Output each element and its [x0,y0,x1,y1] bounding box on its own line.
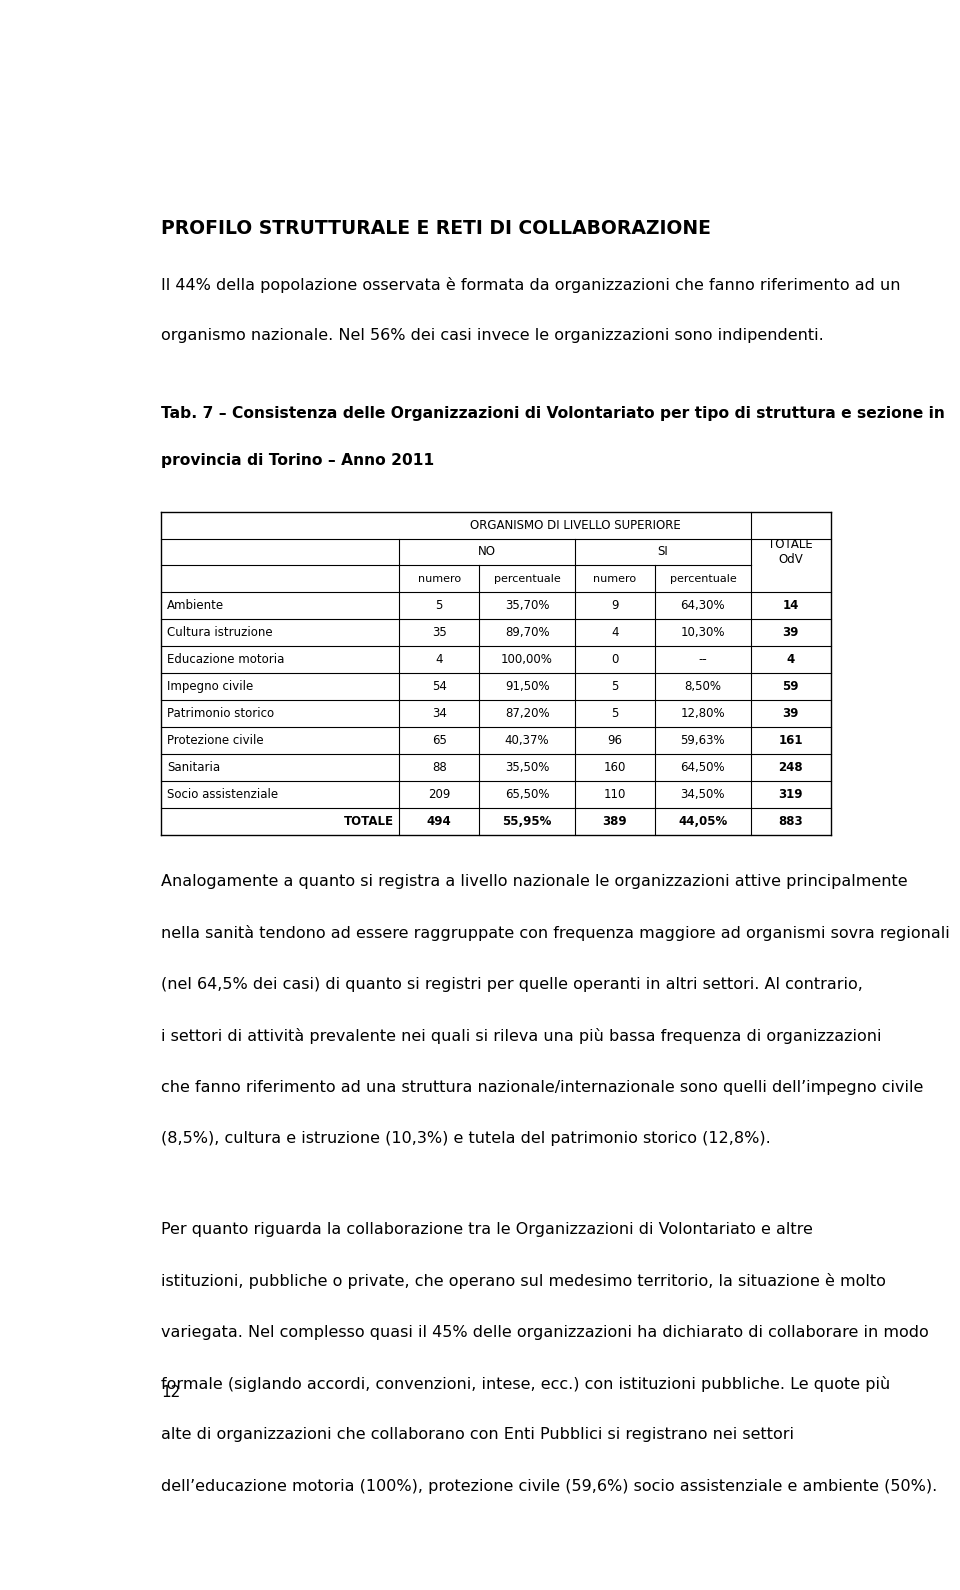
Text: 35,50%: 35,50% [505,762,549,774]
Text: 4: 4 [786,653,795,666]
Text: 12: 12 [161,1385,180,1401]
Text: 34,50%: 34,50% [681,789,725,801]
Text: 96: 96 [608,735,622,747]
Text: SI: SI [658,545,668,558]
Text: Socio assistenziale: Socio assistenziale [167,789,278,801]
Text: 494: 494 [427,814,451,828]
Text: 161: 161 [779,735,803,747]
Text: 5: 5 [612,681,618,693]
Text: Tab. 7 – Consistenza delle Organizzazioni di Volontariato per tipo di struttura : Tab. 7 – Consistenza delle Organizzazion… [161,407,945,421]
Text: TOTALE: TOTALE [344,814,394,828]
Text: 5: 5 [436,599,443,612]
Text: 4: 4 [612,626,619,639]
Text: 35,70%: 35,70% [505,599,549,612]
Text: 64,50%: 64,50% [681,762,725,774]
Text: ORGANISMO DI LIVELLO SUPERIORE: ORGANISMO DI LIVELLO SUPERIORE [469,518,681,531]
Text: 160: 160 [604,762,626,774]
Text: (nel 64,5% dei casi) di quanto si registri per quelle operanti in altri settori.: (nel 64,5% dei casi) di quanto si regist… [161,976,863,992]
Text: Impegno civile: Impegno civile [167,681,253,693]
Text: 883: 883 [779,814,804,828]
Text: Cultura istruzione: Cultura istruzione [167,626,273,639]
Text: provincia di Torino – Anno 2011: provincia di Torino – Anno 2011 [161,453,434,467]
Text: 389: 389 [603,814,627,828]
Text: formale (siglando accordi, convenzioni, intese, ecc.) con istituzioni pubbliche.: formale (siglando accordi, convenzioni, … [161,1375,890,1391]
Text: i settori di attività prevalente nei quali si rileva una più bassa frequenza di : i settori di attività prevalente nei qua… [161,1029,881,1045]
Text: 39: 39 [782,708,799,720]
Text: nella sanità tendono ad essere raggruppate con frequenza maggiore ad organismi s: nella sanità tendono ad essere raggruppa… [161,925,949,941]
Text: Ambiente: Ambiente [167,599,224,612]
Text: alte di organizzazioni che collaborano con Enti Pubblici si registrano nei setto: alte di organizzazioni che collaborano c… [161,1428,794,1442]
Text: 59: 59 [782,681,799,693]
Text: organismo nazionale. Nel 56% dei casi invece le organizzazioni sono indipendenti: organismo nazionale. Nel 56% dei casi in… [161,328,824,343]
Text: 54: 54 [432,681,446,693]
Text: 110: 110 [604,789,626,801]
Text: 59,63%: 59,63% [681,735,725,747]
Text: 87,20%: 87,20% [505,708,549,720]
Text: 319: 319 [779,789,803,801]
Text: Il 44% della popolazione osservata è formata da organizzazioni che fanno riferim: Il 44% della popolazione osservata è for… [161,277,900,293]
Text: 65: 65 [432,735,446,747]
Text: 248: 248 [779,762,804,774]
Text: NO: NO [478,545,496,558]
Text: PROFILO STRUTTURALE E RETI DI COLLABORAZIONE: PROFILO STRUTTURALE E RETI DI COLLABORAZ… [161,219,710,238]
Text: 64,30%: 64,30% [681,599,725,612]
Text: (8,5%), cultura e istruzione (10,3%) e tutela del patrimonio storico (12,8%).: (8,5%), cultura e istruzione (10,3%) e t… [161,1130,771,1146]
Text: 91,50%: 91,50% [505,681,549,693]
Text: TOTALE
OdV: TOTALE OdV [768,537,813,566]
Text: 4: 4 [436,653,443,666]
Text: 88: 88 [432,762,446,774]
Text: numero: numero [418,574,461,584]
Text: Sanitaria: Sanitaria [167,762,220,774]
Text: percentuale: percentuale [669,574,736,584]
Text: istituzioni, pubbliche o private, che operano sul medesimo territorio, la situaz: istituzioni, pubbliche o private, che op… [161,1274,886,1289]
Text: 89,70%: 89,70% [505,626,549,639]
Text: 10,30%: 10,30% [681,626,725,639]
Text: Protezione civile: Protezione civile [167,735,263,747]
Text: variegata. Nel complesso quasi il 45% delle organizzazioni ha dichiarato di coll: variegata. Nel complesso quasi il 45% de… [161,1324,928,1339]
Text: 100,00%: 100,00% [501,653,553,666]
Text: 55,95%: 55,95% [502,814,552,828]
Text: Analogamente a quanto si registra a livello nazionale le organizzazioni attive p: Analogamente a quanto si registra a live… [161,875,907,889]
Text: Educazione motoria: Educazione motoria [167,653,284,666]
Text: che fanno riferimento ad una struttura nazionale/internazionale sono quelli dell: che fanno riferimento ad una struttura n… [161,1080,924,1094]
Text: 35: 35 [432,626,446,639]
Text: Patrimonio storico: Patrimonio storico [167,708,274,720]
Text: 9: 9 [612,599,619,612]
Text: 209: 209 [428,789,450,801]
Text: 39: 39 [782,626,799,639]
Text: 5: 5 [612,708,618,720]
Text: 14: 14 [782,599,799,612]
Text: percentuale: percentuale [493,574,561,584]
Text: dell’educazione motoria (100%), protezione civile (59,6%) socio assistenziale e : dell’educazione motoria (100%), protezio… [161,1479,937,1493]
Text: 8,50%: 8,50% [684,681,721,693]
Text: 40,37%: 40,37% [505,735,549,747]
Text: Per quanto riguarda la collaborazione tra le Organizzazioni di Volontariato e al: Per quanto riguarda la collaborazione tr… [161,1221,813,1237]
Text: 0: 0 [612,653,618,666]
Text: 65,50%: 65,50% [505,789,549,801]
Text: numero: numero [593,574,636,584]
Text: 12,80%: 12,80% [681,708,725,720]
Text: 34: 34 [432,708,446,720]
Text: --: -- [699,653,708,666]
Text: 44,05%: 44,05% [679,814,728,828]
